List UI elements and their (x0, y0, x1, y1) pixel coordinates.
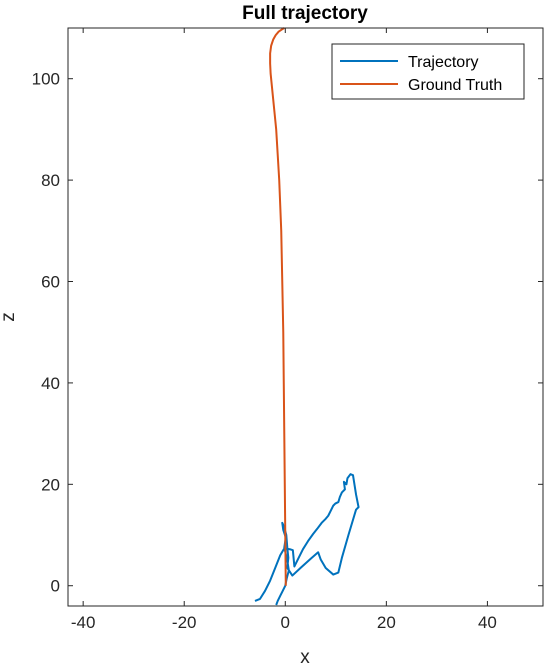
series-line-trajectory (254, 473, 360, 606)
y-axis-label: z (0, 312, 19, 322)
legend: Trajectory Ground Truth (331, 43, 525, 100)
series-layer (254, 27, 360, 606)
y-tick-label: 60 (41, 273, 60, 292)
series-line-ground-truth (269, 27, 287, 586)
x-tick-label: 0 (281, 613, 290, 632)
legend-label-ground-truth: Ground Truth (408, 77, 502, 94)
y-tick-label: 20 (41, 475, 60, 494)
y-tick-label: 40 (41, 374, 60, 393)
y-axis: 0 20 40 60 80 100 (32, 70, 543, 596)
y-tick-label: 80 (41, 171, 60, 190)
chart-title: Full trajectory (242, 3, 368, 24)
x-tick-label: 20 (377, 613, 396, 632)
x-axis-label: x (300, 647, 310, 666)
plot-area (68, 28, 543, 606)
y-tick-label: 0 (51, 577, 60, 596)
x-tick-label: 40 (478, 613, 497, 632)
x-axis: -40 -20 0 20 40 (71, 28, 497, 632)
axes-box (67, 27, 544, 607)
legend-label-trajectory: Trajectory (408, 54, 479, 71)
x-tick-label: -40 (71, 613, 96, 632)
x-tick-label: -20 (172, 613, 197, 632)
legend-box (331, 43, 525, 100)
y-tick-label: 100 (32, 70, 60, 89)
